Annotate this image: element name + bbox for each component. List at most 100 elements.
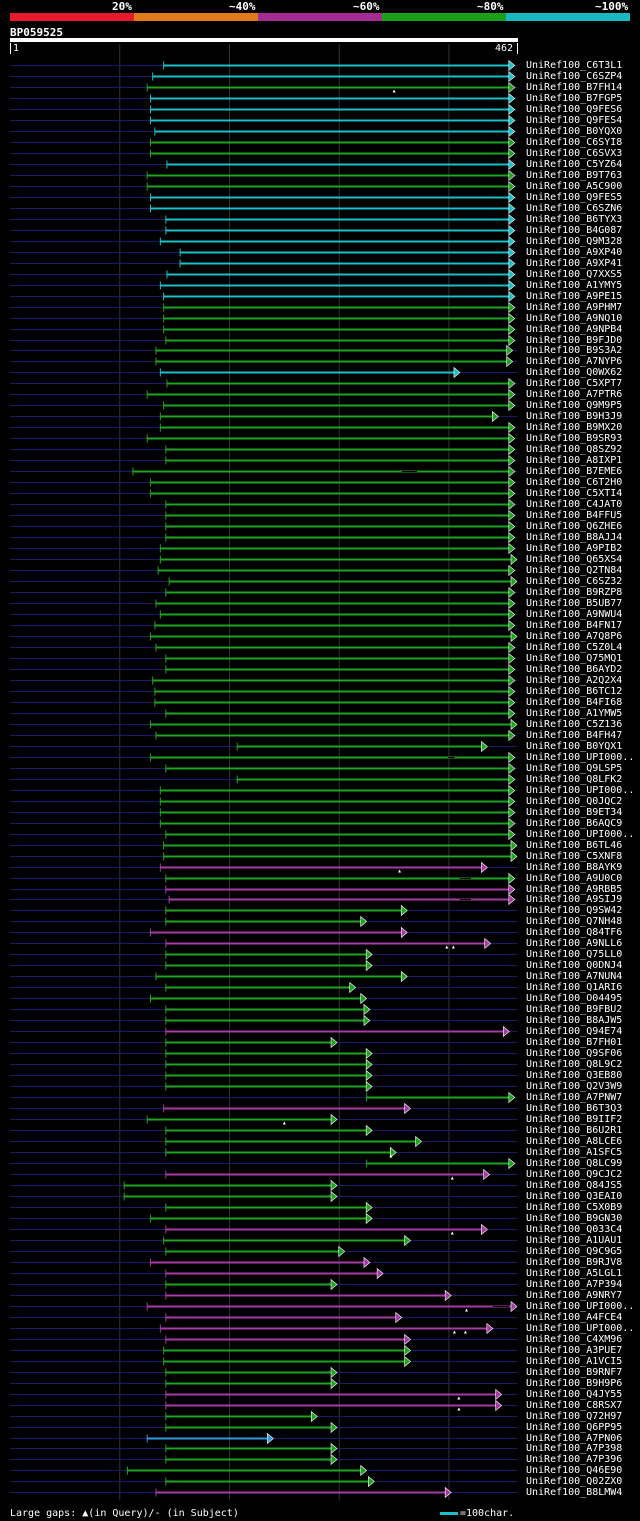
hit-label-link[interactable]: UniRef100_Q9LSP5 [526, 763, 623, 774]
hit-label-link[interactable]: UniRef100_B4FFU5 [526, 510, 623, 521]
hit-label-link[interactable]: UniRef100_A7P396 [526, 1454, 623, 1465]
hit-label-link[interactable]: UniRef100_A9NPB4 [526, 324, 623, 335]
hit-label-link[interactable]: UniRef100_UPI000.. [526, 785, 635, 796]
hit-label-link[interactable]: UniRef100_Q9FES4 [526, 115, 623, 126]
hit-label-link[interactable]: UniRef100_B9SR93 [526, 433, 623, 444]
hit-label-link[interactable]: UniRef100_A1YMW5 [526, 708, 623, 719]
hit-label-link[interactable]: UniRef100_B6T3Q3 [526, 1103, 623, 1114]
hit-label-link[interactable]: UniRef100_Q7XXS5 [526, 269, 623, 280]
hit-label-link[interactable]: UniRef100_B4FN17 [526, 620, 623, 631]
hit-label-link[interactable]: UniRef100_Q9M328 [526, 236, 623, 247]
hit-label-link[interactable]: UniRef100_B6AQC9 [526, 818, 623, 829]
hit-label-link[interactable]: UniRef100_A1YMY5 [526, 280, 623, 291]
hit-label-link[interactable]: UniRef100_B9FBU2 [526, 1004, 623, 1015]
hit-label-link[interactable]: UniRef100_Q84JS5 [526, 1180, 623, 1191]
hit-label-link[interactable]: UniRef100_A7NYP6 [526, 356, 623, 367]
hit-label-link[interactable]: UniRef100_Q033C4 [526, 1224, 623, 1235]
hit-label-link[interactable]: UniRef100_Q6ZHE6 [526, 521, 623, 532]
hit-label-link[interactable]: UniRef100_O04495 [526, 993, 623, 1004]
hit-label-link[interactable]: UniRef100_A9XP40 [526, 247, 623, 258]
hit-label-link[interactable]: UniRef100_B7FH01 [526, 1037, 623, 1048]
hit-label-link[interactable]: UniRef100_Q9FES5 [526, 192, 623, 203]
hit-label-link[interactable]: UniRef100_Q72H97 [526, 1411, 623, 1422]
hit-label-link[interactable]: UniRef100_Q0WX62 [526, 367, 623, 378]
hit-label-link[interactable]: UniRef100_B8AJW5 [526, 1015, 623, 1026]
hit-label-link[interactable]: UniRef100_Q2V3W9 [526, 1081, 623, 1092]
hit-label-link[interactable]: UniRef100_C6SZN6 [526, 203, 623, 214]
hit-label-link[interactable]: UniRef100_A4FCE4 [526, 1312, 623, 1323]
hit-label-link[interactable]: UniRef100_Q3EB80 [526, 1070, 623, 1081]
hit-label-link[interactable]: UniRef100_UPI000.. [526, 1301, 635, 1312]
hit-label-link[interactable]: UniRef100_B9S3A2 [526, 345, 623, 356]
hit-label-link[interactable]: UniRef100_Q0JQC2 [526, 796, 623, 807]
hit-label-link[interactable]: UniRef100_C6SVX3 [526, 148, 623, 159]
hit-label-link[interactable]: UniRef100_B4FI68 [526, 697, 623, 708]
hit-label-link[interactable]: UniRef100_Q8LC99 [526, 1158, 623, 1169]
hit-label-link[interactable]: UniRef100_A9XP41 [526, 258, 623, 269]
hit-label-link[interactable]: UniRef100_C6SZP4 [526, 71, 623, 82]
hit-label-link[interactable]: UniRef100_B9RNF7 [526, 1367, 623, 1378]
hit-label-link[interactable]: UniRef100_C6SYI8 [526, 137, 623, 148]
hit-label-link[interactable]: UniRef100_B9T763 [526, 170, 623, 181]
hit-label-link[interactable]: UniRef100_A9NWU4 [526, 609, 623, 620]
hit-label-link[interactable]: UniRef100_B8LMW4 [526, 1487, 623, 1498]
hit-label-link[interactable]: UniRef100_A5LGL1 [526, 1268, 623, 1279]
hit-label-link[interactable]: UniRef100_A1SFC5 [526, 1147, 623, 1158]
hit-label-link[interactable]: UniRef100_C6T3L1 [526, 60, 623, 71]
hit-label-link[interactable]: UniRef100_B9RZP8 [526, 587, 623, 598]
hit-label-link[interactable]: UniRef100_Q0DNJ4 [526, 960, 623, 971]
hit-label-link[interactable]: UniRef100_C5YZ64 [526, 159, 623, 170]
hit-label-link[interactable]: UniRef100_Q75LL0 [526, 949, 623, 960]
hit-label-link[interactable]: UniRef100_A9U0C0 [526, 873, 623, 884]
hit-label-link[interactable]: UniRef100_A9RBB5 [526, 884, 623, 895]
hit-label-link[interactable]: UniRef100_Q6PP95 [526, 1422, 623, 1433]
hit-label-link[interactable]: UniRef100_A7NUN4 [526, 971, 623, 982]
hit-label-link[interactable]: UniRef100_A7P394 [526, 1279, 623, 1290]
hit-label-link[interactable]: UniRef100_UPI000.. [526, 1323, 635, 1334]
hit-label-link[interactable]: UniRef100_A1VCI5 [526, 1356, 623, 1367]
hit-label-link[interactable]: UniRef100_B9FJD0 [526, 335, 623, 346]
hit-label-link[interactable]: UniRef100_Q75MQ1 [526, 653, 623, 664]
hit-label-link[interactable]: UniRef100_Q1ARI6 [526, 982, 623, 993]
hit-label-link[interactable]: UniRef100_A9NRY7 [526, 1290, 623, 1301]
hit-label-link[interactable]: UniRef100_A7P398 [526, 1443, 623, 1454]
hit-label-link[interactable]: UniRef100_B7FH14 [526, 82, 623, 93]
hit-label-link[interactable]: UniRef100_A9NQ10 [526, 313, 623, 324]
hit-label-link[interactable]: UniRef100_B8AJJ4 [526, 532, 623, 543]
hit-label-link[interactable]: UniRef100_B4G087 [526, 225, 623, 236]
hit-label-link[interactable]: UniRef100_C5XPT7 [526, 378, 623, 389]
hit-label-link[interactable]: UniRef100_Q9C9G5 [526, 1246, 623, 1257]
hit-label-link[interactable]: UniRef100_A9SIJ9 [526, 894, 623, 905]
hit-label-link[interactable]: UniRef100_A9NLL6 [526, 938, 623, 949]
hit-label-link[interactable]: UniRef100_A9PHM7 [526, 302, 623, 313]
hit-label-link[interactable]: UniRef100_C5X0B9 [526, 1202, 623, 1213]
hit-label-link[interactable]: UniRef100_B6TC12 [526, 686, 623, 697]
hit-label-link[interactable]: UniRef100_B9H3J9 [526, 411, 623, 422]
hit-label-link[interactable]: UniRef100_A8LCE6 [526, 1136, 623, 1147]
hit-label-link[interactable]: UniRef100_Q9SF06 [526, 1048, 623, 1059]
hit-label-link[interactable]: UniRef100_B9RJV8 [526, 1257, 623, 1268]
hit-label-link[interactable]: UniRef100_Q3EAI0 [526, 1191, 623, 1202]
hit-label-link[interactable]: UniRef100_B9H9P6 [526, 1378, 623, 1389]
hit-label-link[interactable]: UniRef100_C5XTI4 [526, 488, 623, 499]
hit-label-link[interactable]: UniRef100_C4JAT0 [526, 499, 623, 510]
hit-label-link[interactable]: UniRef100_UPI000.. [526, 752, 635, 763]
hit-label-link[interactable]: UniRef100_A2Q2X4 [526, 675, 623, 686]
hit-label-link[interactable]: UniRef100_C5Z0L4 [526, 642, 623, 653]
hit-label-link[interactable]: UniRef100_A9PE15 [526, 291, 623, 302]
hit-label-link[interactable]: UniRef100_B8AYK9 [526, 862, 623, 873]
hit-label-link[interactable]: UniRef100_A7PN06 [526, 1433, 623, 1444]
hit-label-link[interactable]: UniRef100_Q9SW42 [526, 905, 623, 916]
hit-label-link[interactable]: UniRef100_B0YQX0 [526, 126, 623, 137]
hit-label-link[interactable]: UniRef100_B6U2R1 [526, 1125, 623, 1136]
hit-label-link[interactable]: UniRef100_C6SZ32 [526, 576, 623, 587]
hit-label-link[interactable]: UniRef100_Q9CJC2 [526, 1169, 623, 1180]
hit-label-link[interactable]: UniRef100_C4XM96 [526, 1334, 623, 1345]
hit-label-link[interactable]: UniRef100_A5C900 [526, 181, 623, 192]
hit-label-link[interactable]: UniRef100_B9IIF2 [526, 1114, 623, 1125]
hit-label-link[interactable]: UniRef100_A7Q8P6 [526, 631, 623, 642]
hit-label-link[interactable]: UniRef100_Q7NH48 [526, 916, 623, 927]
hit-label-link[interactable]: UniRef100_B7EME6 [526, 466, 623, 477]
hit-label-link[interactable]: UniRef100_A1UAU1 [526, 1235, 623, 1246]
hit-label-link[interactable]: UniRef100_B7FGP5 [526, 93, 623, 104]
